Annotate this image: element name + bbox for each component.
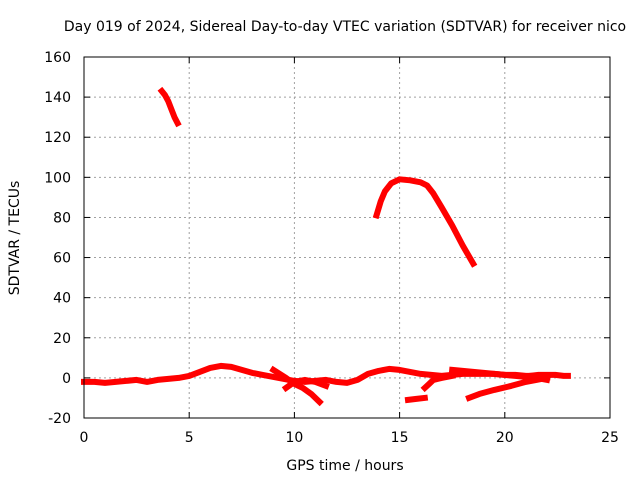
chart-title: Day 019 of 2024, Sidereal Day-to-day VTE… — [64, 19, 626, 35]
series-arc-7 — [465, 374, 551, 402]
y-tick-label: -20 — [48, 411, 71, 427]
y-tick-label: 20 — [53, 331, 71, 347]
data-series — [81, 86, 571, 407]
x-tick-label: 25 — [601, 430, 619, 446]
plot-frame — [83, 56, 611, 419]
y-tick-label: 40 — [53, 291, 71, 307]
grid — [84, 57, 610, 418]
series-arc-2 — [372, 176, 478, 268]
x-tick-label: 5 — [185, 430, 194, 446]
x-tick-label: 15 — [391, 430, 409, 446]
x-tick-label: 10 — [285, 430, 303, 446]
y-tick-label: 80 — [53, 210, 71, 226]
series-arc-5 — [404, 394, 429, 404]
x-tick-label: 20 — [496, 430, 514, 446]
x-axis-label: GPS time / hours — [286, 458, 403, 474]
y-tick-label: 0 — [62, 371, 71, 387]
y-tick-label: 140 — [44, 90, 71, 106]
y-tick-label: 100 — [44, 170, 71, 186]
y-axis-label: SDTVAR / TECUs — [7, 181, 23, 296]
axis-ticks: 0 5 10 15 20 25 -20 0 20 40 60 80 100 120 140 160 — [44, 50, 619, 446]
y-tick-label: 120 — [44, 130, 71, 146]
series-arc-1 — [157, 86, 182, 128]
series-arc-6 — [420, 372, 456, 393]
series-arc-3 — [269, 365, 324, 407]
y-tick-label: 60 — [53, 251, 71, 267]
series-arc-9 — [526, 371, 571, 380]
x-tick-label: 0 — [80, 430, 89, 446]
series-arc-4 — [281, 376, 330, 393]
y-tick-label: 160 — [44, 50, 71, 66]
